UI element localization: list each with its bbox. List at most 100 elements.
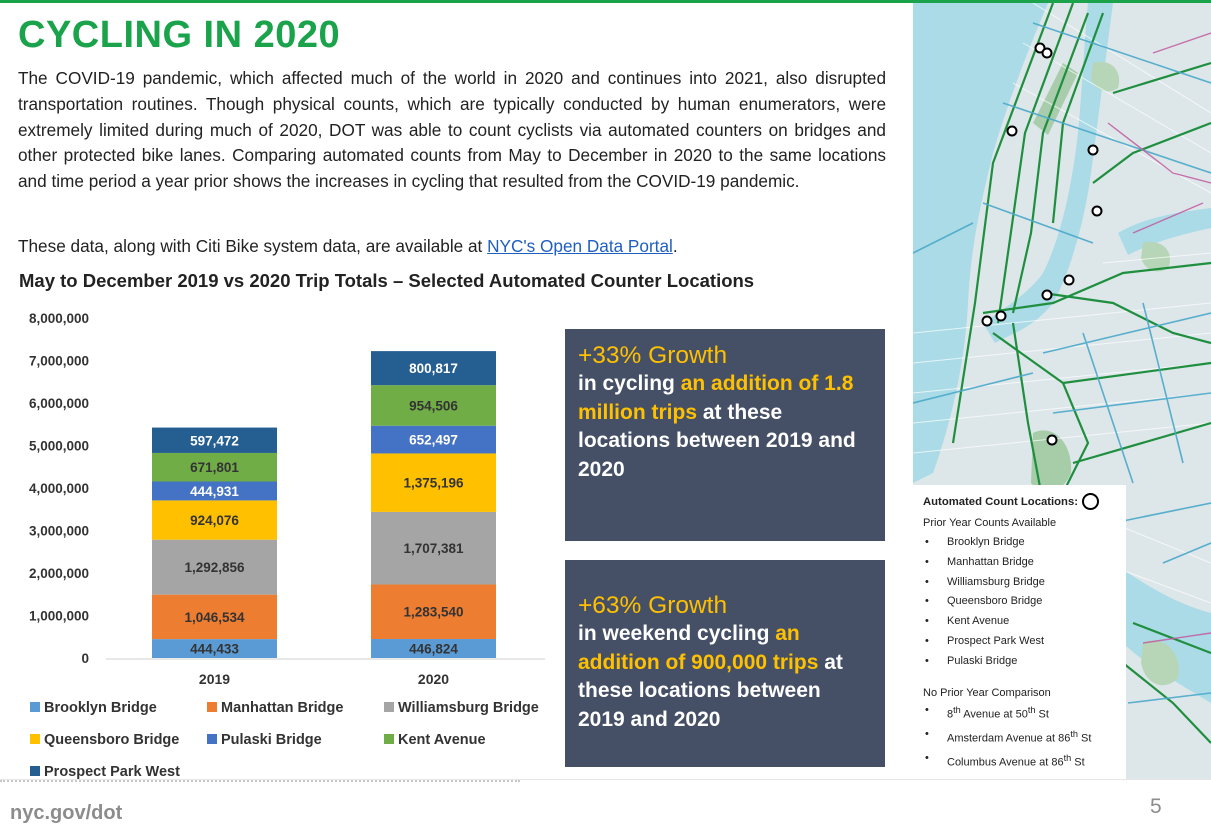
data-label: 446,824 [409, 642, 458, 657]
data-label: 1,046,534 [184, 610, 245, 625]
legend-label: Queensboro Bridge [44, 732, 180, 748]
legend-label: Pulaski Bridge [221, 732, 322, 748]
protected-bike-lanes [951, 3, 1211, 744]
footer-divider [0, 779, 1211, 780]
list-item-text: Amsterdam Avenue at 86 [947, 732, 1071, 745]
park-area [1141, 640, 1179, 686]
bar-segment [371, 584, 496, 640]
legend-swatch [30, 702, 40, 712]
park-area [1091, 61, 1120, 92]
legend-swatch [207, 734, 217, 744]
legend-item: Kent Avenue [384, 732, 486, 748]
list-item: Queensboro Bridge [923, 592, 1126, 612]
east-river [983, 3, 1113, 343]
bar-segment [371, 639, 496, 658]
list-item-text: St [1035, 708, 1049, 721]
legend-item: Pulaski Bridge [207, 732, 322, 748]
chart-title: May to December 2019 vs 2020 Trip Totals… [19, 270, 755, 291]
count-location-marker [1063, 274, 1075, 286]
legend-swatch [384, 734, 394, 744]
data-label: 1,707,381 [403, 541, 464, 556]
data-source-suffix: . [672, 236, 678, 256]
growth-desc-pre: in cycling [578, 372, 681, 395]
legend-item: Prospect Park West [30, 764, 180, 780]
standard-bike-lanes [913, 22, 1211, 704]
count-location-marker [1041, 289, 1053, 301]
growth-highlight: an addition of 1.8 million trips [578, 372, 854, 424]
y-tick-label: 2,000,000 [29, 566, 89, 581]
legend-label: Kent Avenue [398, 732, 486, 748]
no-prior-year-list: 8th Avenue at 50th St Amsterdam Avenue a… [923, 701, 1126, 774]
list-item-text: Avenue at 50 [960, 708, 1028, 721]
x-tick-label: 2020 [418, 671, 449, 685]
newtown-creek [1118, 208, 1211, 255]
growth-desc-post: at these locations between 2019 and 2020 [578, 400, 856, 481]
page-number: 5 [1150, 795, 1162, 818]
data-source-prefix: These data, along with Citi Bike system … [18, 236, 488, 256]
legend-label: Prospect Park West [44, 764, 180, 780]
count-location-marker [1006, 125, 1018, 137]
bar-segment [152, 539, 277, 595]
list-item: Manhattan Bridge [923, 553, 1126, 573]
stacked-bar-chart: 0 1,000,000 2,000,000 3,000,000 4,000,000 5,0… [29, 311, 545, 685]
list-item: Brooklyn Bridge [923, 533, 1126, 553]
bar-segment [371, 425, 496, 454]
open-data-portal-link[interactable]: NYC's Open Data Portal [487, 236, 673, 256]
y-tick-label: 4,000,000 [29, 481, 89, 496]
bar-segment [152, 500, 277, 540]
count-location-marker [1091, 205, 1103, 217]
data-label: 444,931 [190, 484, 239, 499]
y-tick-label: 8,000,000 [29, 311, 89, 326]
y-tick-label: 7,000,000 [29, 354, 89, 369]
legend-swatch [30, 734, 40, 744]
legend-item: Brooklyn Bridge [30, 700, 157, 716]
growth-desc-pre: in weekend cycling [578, 622, 776, 645]
ordinal-suffix: th [1027, 704, 1036, 715]
y-tick-label: 1,000,000 [29, 609, 89, 624]
bar-segment [371, 351, 496, 386]
ordinal-suffix: th [953, 704, 961, 715]
map-legend: Automated Count Locations: Prior Year Co… [912, 485, 1126, 779]
growth-desc-post: at these locations between 2019 and 2020 [578, 650, 843, 731]
count-location-markers [981, 42, 1103, 446]
data-label: 800,817 [409, 361, 458, 376]
list-item: 8th Avenue at 50th St [923, 701, 1126, 725]
legend-label: Williamsburg Bridge [398, 700, 539, 716]
y-tick-label: 0 [81, 651, 89, 666]
count-location-circle-icon [1082, 493, 1100, 510]
no-prior-year-heading: No Prior Year Comparison [923, 686, 1051, 699]
list-item: Kent Avenue [923, 612, 1126, 632]
legend-label: Brooklyn Bridge [44, 700, 157, 716]
data-label: 954,506 [409, 398, 458, 413]
list-item-text: 8 [947, 708, 954, 721]
list-item-text: St [1077, 732, 1092, 745]
top-accent-line [0, 0, 1211, 3]
legend-item: Queensboro Bridge [30, 732, 179, 748]
count-location-marker [981, 315, 993, 327]
list-item: Pulaski Bridge [923, 652, 1126, 672]
y-tick-label: 6,000,000 [29, 396, 89, 411]
count-location-marker [1046, 434, 1058, 446]
prior-year-list: Brooklyn Bridge Manhattan Bridge William… [923, 533, 1126, 672]
growth-highlight: an addition of 900,000 trips [578, 622, 819, 674]
bar-segment [371, 453, 496, 512]
legend-item: Williamsburg Bridge [384, 700, 539, 716]
ordinal-suffix: th [1063, 753, 1072, 764]
legend-label: Manhattan Bridge [221, 700, 344, 716]
shared-lanes [1107, 32, 1211, 644]
bar-segment [371, 511, 496, 585]
stat-box-overall: +33% Growth in cycling an addition of 1.… [565, 329, 885, 541]
bar-segment [152, 452, 277, 482]
y-tick-label: 5,000,000 [29, 439, 89, 454]
bar-segment [152, 481, 277, 501]
list-item: Williamsburg Bridge [923, 573, 1126, 593]
bar-segment [152, 594, 277, 640]
data-label: 1,283,540 [403, 605, 463, 620]
y-tick-label: 3,000,000 [29, 524, 89, 539]
legend-item: Manhattan Bridge [207, 700, 343, 716]
bar-segment [152, 639, 277, 658]
growth-figure: +33% Growth [578, 342, 728, 369]
data-label: 1,292,856 [184, 560, 245, 575]
data-source-line: These data, along with Citi Bike system … [18, 236, 678, 257]
list-item: Amsterdam Avenue at 86th St [923, 725, 1126, 749]
